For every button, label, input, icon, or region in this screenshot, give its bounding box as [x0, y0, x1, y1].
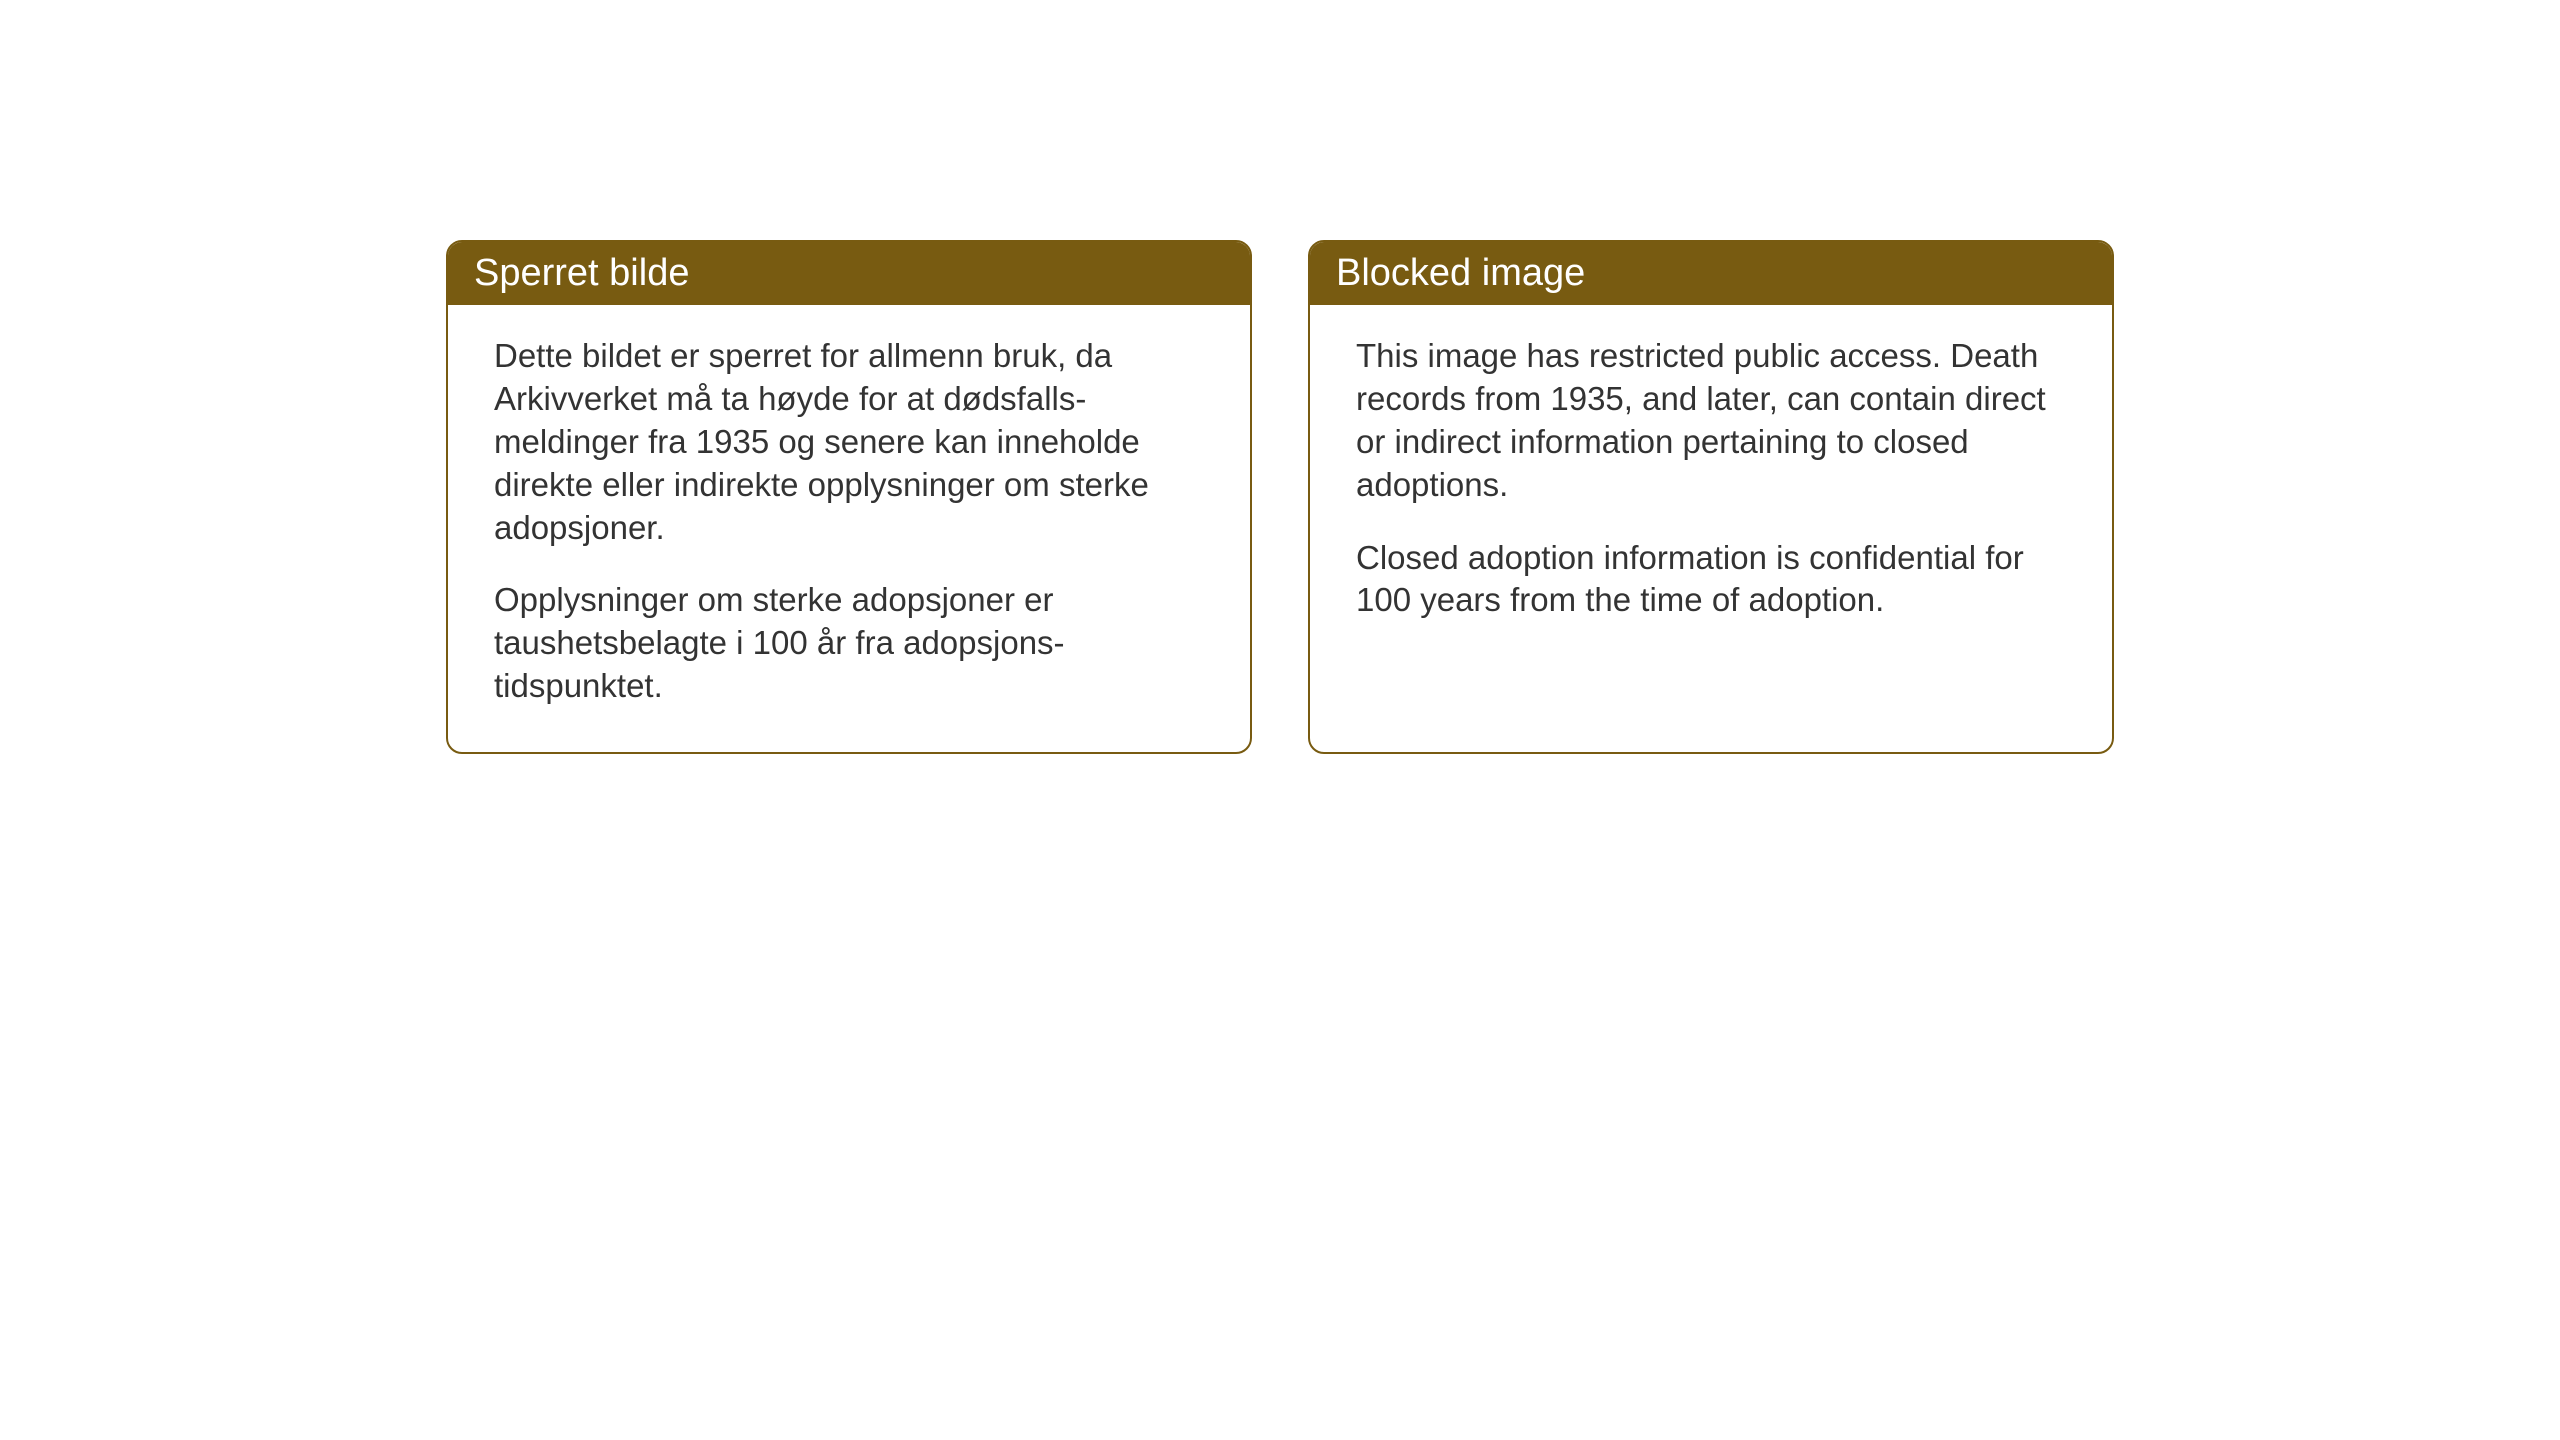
- card-body-english: This image has restricted public access.…: [1310, 305, 2112, 666]
- card-title-english: Blocked image: [1310, 242, 2112, 305]
- card-paragraph-norwegian-2: Opplysninger om sterke adopsjoner er tau…: [494, 579, 1204, 708]
- card-paragraph-english-1: This image has restricted public access.…: [1356, 335, 2066, 507]
- notice-card-norwegian: Sperret bilde Dette bildet er sperret fo…: [446, 240, 1252, 754]
- notice-cards-container: Sperret bilde Dette bildet er sperret fo…: [446, 240, 2560, 754]
- notice-card-english: Blocked image This image has restricted …: [1308, 240, 2114, 754]
- card-body-norwegian: Dette bildet er sperret for allmenn bruk…: [448, 305, 1250, 752]
- card-paragraph-norwegian-1: Dette bildet er sperret for allmenn bruk…: [494, 335, 1204, 549]
- card-title-norwegian: Sperret bilde: [448, 242, 1250, 305]
- card-paragraph-english-2: Closed adoption information is confident…: [1356, 537, 2066, 623]
